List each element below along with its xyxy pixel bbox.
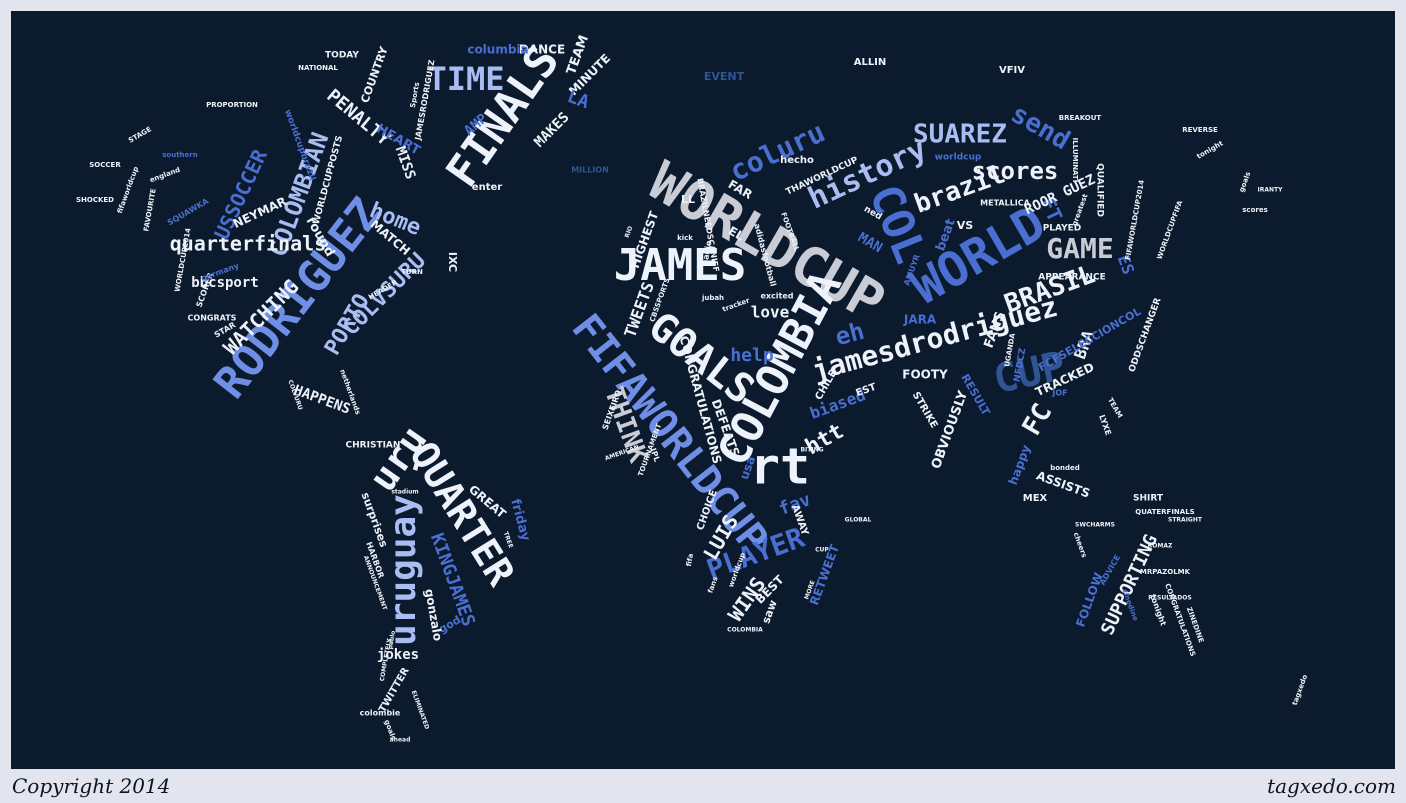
cloud-word: tagxedo <box>1291 673 1310 706</box>
cloud-word: METALLICA <box>980 199 1030 208</box>
cloud-word: COUNTRY <box>358 44 391 105</box>
cloud-word: love <box>751 303 790 322</box>
cloud-word: IPL <box>648 447 661 463</box>
cloud-word: ALLIN <box>854 57 887 68</box>
cloud-word: LYXE <box>1097 413 1113 436</box>
cloud-word: RIO <box>624 225 635 239</box>
cloud-word: hadio <box>700 239 713 266</box>
cloud-word: stadium <box>391 489 418 496</box>
cloud-word: JAMES <box>614 240 746 291</box>
cloud-word: VS <box>957 219 974 232</box>
cloud-word: IRANTY <box>1258 187 1284 194</box>
cloud-word: TODAY <box>325 51 359 61</box>
cloud-word: PROPORTION <box>206 101 258 109</box>
cloud-word: SHIRT <box>1133 494 1164 504</box>
cloud-word: FAVOURITE <box>142 188 157 232</box>
word-cloud-canvas: WORLDCUP COLOMBIA FIFAWORLDCUP JAMES RODRIGU… <box>11 11 1395 769</box>
world-map-word-cloud: WORLDCUPCOLOMBIAFIFAWORLDCUPJAMESRODRIGU… <box>76 33 1310 744</box>
cloud-word: jubah <box>701 294 724 302</box>
cloud-word: TURN <box>401 268 423 276</box>
cloud-word: scores <box>972 157 1059 185</box>
cloud-word: pablo <box>387 630 397 650</box>
cloud-word: england <box>149 166 182 184</box>
cloud-word: GAME <box>1046 232 1113 265</box>
cloud-word: ILLUMINATI <box>1071 138 1079 183</box>
cloud-word: WORLDCUPFIFA <box>1156 199 1185 261</box>
cloud-word: scores <box>1242 206 1268 214</box>
cloud-word: help <box>730 345 774 366</box>
cloud-word: QUALIFIED <box>1095 163 1105 217</box>
cloud-word: DANCE <box>519 43 565 57</box>
cloud-word: SWCHARMS <box>1075 522 1115 529</box>
cloud-word: EST <box>854 382 878 400</box>
cloud-word: fifa <box>685 553 695 567</box>
cloud-word: ELIMINATED <box>410 690 431 731</box>
cloud-word: CUP <box>815 547 829 554</box>
copyright-label: Copyright 2014 <box>12 774 171 798</box>
cloud-word: NATIONAL <box>298 64 338 72</box>
cloud-word: PLAYED <box>1043 224 1082 234</box>
cloud-word: bonded <box>1050 464 1080 472</box>
cloud-word: STRAIGHT <box>1168 517 1203 524</box>
cloud-word: happy <box>1006 443 1033 487</box>
cloud-word: goals <box>1238 171 1253 194</box>
cloud-word: IXC <box>446 252 459 272</box>
cloud-word: STAGE <box>127 125 153 145</box>
cloud-word: REVERSE <box>1182 126 1218 134</box>
cloud-word: TEAM <box>1106 396 1124 419</box>
cloud-word: worldcup <box>935 153 982 163</box>
cloud-word: MEX <box>1023 493 1048 504</box>
cloud-word: jokes <box>377 647 419 663</box>
cloud-word: SHOCKED <box>76 196 114 204</box>
cloud-word: CHRISTIAN <box>346 441 401 451</box>
cloud-word: hecho <box>780 155 814 166</box>
cloud-word: COLOMBIA <box>727 627 763 634</box>
cloud-word: EVENT <box>704 70 745 83</box>
cloud-word: enter <box>472 182 502 193</box>
cloud-word: MRPAZOLMK <box>1140 568 1191 576</box>
cloud-word: tracker <box>721 296 751 313</box>
cloud-word: cheers <box>1072 531 1088 558</box>
cloud-word: MILLION <box>571 166 609 175</box>
cloud-word: fifaworldcup <box>116 165 140 214</box>
cloud-word: southern <box>162 151 197 159</box>
cloud-word: VFIV <box>999 65 1025 76</box>
cloud-word: columbia <box>467 43 528 57</box>
cloud-word: SOCCER <box>89 161 121 169</box>
cloud-word: FIFAWORLDCUP2014 <box>1124 179 1146 261</box>
cloud-word: colombie <box>360 709 401 718</box>
cloud-word: excited <box>760 292 793 301</box>
cloud-word: ROMAZ <box>1148 543 1173 550</box>
cloud-word: ahead <box>390 737 411 744</box>
cloud-word: rt <box>750 438 810 496</box>
cloud-word: GLOBAL <box>845 517 872 524</box>
cloud-word: send <box>1006 99 1075 156</box>
cloud-word: BREAKOUT <box>1059 114 1102 122</box>
cloud-word: kick <box>677 234 693 242</box>
cloud-word: APPEARANCE <box>1038 273 1105 283</box>
cloud-word: bbcsport <box>191 275 258 291</box>
cloud-word: OBVIOUSLY <box>929 388 971 471</box>
cloud-word: RESULTADOS <box>1148 595 1191 602</box>
brand-label: tagxedo.com <box>1267 774 1396 798</box>
cloud-word: fans <box>706 576 719 595</box>
cloud-word: QUATERFINALS <box>1135 508 1194 516</box>
cloud-word: tonight <box>1195 139 1225 161</box>
cloud-word: brazil <box>911 159 1010 219</box>
cloud-word: TIME <box>427 60 504 98</box>
cloud-word: gonzalo <box>422 588 445 642</box>
cloud-word: FC <box>1017 399 1059 441</box>
cloud-word: JOF <box>1051 389 1067 398</box>
cloud-word: LL <box>681 193 695 206</box>
cloud-word: SUAREZ <box>913 120 1007 150</box>
cloud-word: STRIKE <box>910 390 940 430</box>
cloud-word: BITING <box>800 447 823 454</box>
cloud-word: CONGRATS <box>188 314 237 323</box>
cloud-word: uruguay <box>383 494 424 646</box>
cloud-word: JARA <box>903 313 937 327</box>
cloud-word: quarterfinals <box>170 232 327 256</box>
cloud-word: FOOTY <box>902 368 948 382</box>
cloud-word: MAKES <box>531 109 572 150</box>
cloud-word: SQUAWKA <box>166 196 211 227</box>
